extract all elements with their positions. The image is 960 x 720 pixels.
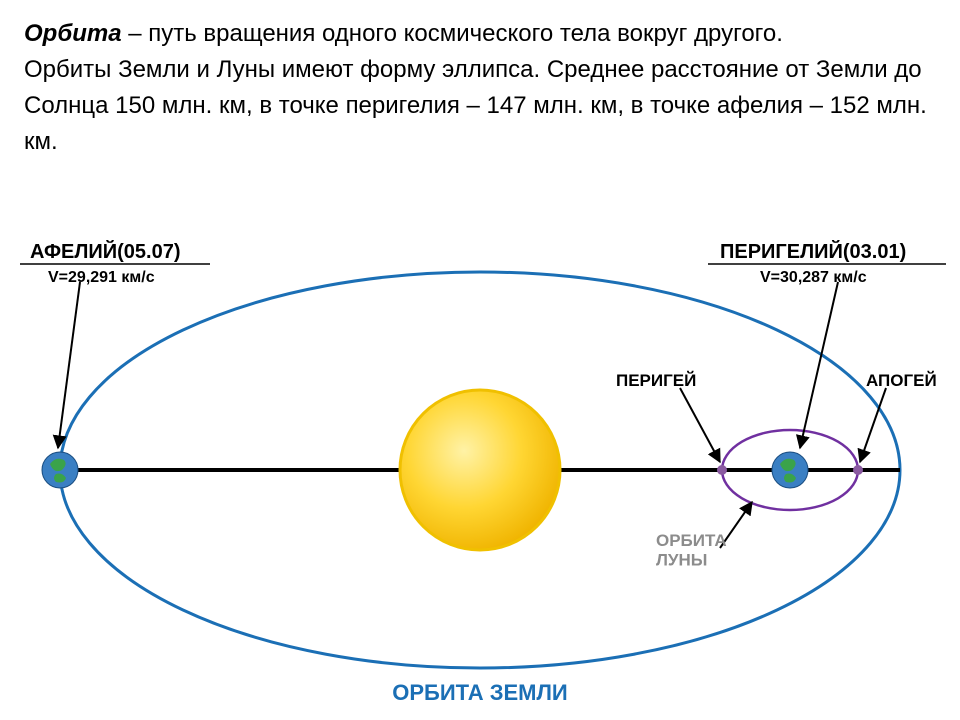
moon-orbit-label: ОРБИТАЛУНЫ: [656, 531, 727, 570]
arrow-perigee: [680, 388, 720, 462]
perihelion-title: ПЕРИГЕЛИЙ(03.01): [720, 240, 906, 263]
perihelion-velocity: V=30,287 км/с: [760, 269, 867, 286]
arrow-aphelion: [58, 282, 80, 448]
apogee-point: [853, 465, 863, 475]
perigee-label: ПЕРИГЕЙ: [616, 371, 696, 390]
aphelion-velocity: V=29,291 км/с: [48, 269, 155, 286]
definition-body: Орбиты Земли и Луны имеют форму эллипса.…: [24, 56, 927, 155]
apogee-label: АПОГЕЙ: [866, 371, 937, 390]
perigee-point: [717, 465, 727, 475]
earth-perihelion-icon: [772, 452, 808, 488]
definition-text: Орбита – путь вращения одного космическо…: [24, 16, 936, 160]
term-word: Орбита: [24, 20, 122, 47]
earth-aphelion-icon: [42, 452, 78, 488]
orbit-diagram: АФЕЛИЙ(05.07) V=29,291 км/с ПЕРИГЕЛИЙ(03.0…: [0, 240, 960, 720]
sun-icon: [400, 390, 560, 550]
definition-rest: – путь вращения одного космического тела…: [122, 20, 783, 47]
earth-orbit-label: ОРБИТА ЗЕМЛИ: [392, 680, 568, 705]
arrow-perihelion: [800, 282, 838, 448]
aphelion-title: АФЕЛИЙ(05.07): [30, 240, 181, 263]
